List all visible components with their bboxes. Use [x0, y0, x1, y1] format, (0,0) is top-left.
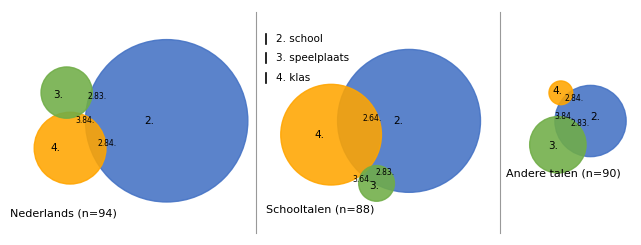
Circle shape [34, 112, 106, 184]
Text: 4.: 4. [553, 86, 563, 96]
Text: 3.64.: 3.64. [353, 175, 372, 184]
Text: 2.: 2. [145, 116, 154, 126]
Text: 3.84.: 3.84. [554, 112, 574, 121]
Text: 3. speelplaats: 3. speelplaats [276, 53, 349, 63]
Text: 3.: 3. [53, 90, 63, 100]
Text: 2.64.: 2.64. [362, 114, 381, 123]
Circle shape [359, 166, 394, 201]
Text: 2.84.: 2.84. [97, 139, 117, 148]
Text: 2.83.: 2.83. [375, 168, 394, 177]
Text: 4.: 4. [51, 143, 60, 153]
Text: 3.: 3. [549, 141, 558, 151]
Text: 3.84.: 3.84. [76, 116, 95, 125]
Circle shape [529, 117, 586, 173]
Text: 2.: 2. [590, 111, 600, 122]
Text: 2.84.: 2.84. [565, 94, 584, 103]
Text: Andere talen (⁠n=90): Andere talen (⁠n=90) [506, 168, 620, 178]
Text: Schooltalen (⁠n=88): Schooltalen (⁠n=88) [266, 204, 374, 214]
Text: 3.: 3. [369, 181, 379, 191]
Circle shape [338, 49, 481, 192]
Text: 2.83.: 2.83. [88, 92, 107, 101]
Circle shape [41, 67, 92, 118]
Text: 2.83.: 2.83. [570, 120, 590, 128]
Circle shape [549, 81, 572, 105]
Text: 4.: 4. [315, 130, 325, 140]
Circle shape [555, 86, 626, 157]
Text: 2.: 2. [394, 116, 403, 126]
Text: Nederlands (⁠n=94): Nederlands (⁠n=94) [10, 209, 117, 219]
Circle shape [281, 84, 381, 185]
Circle shape [85, 40, 248, 202]
Text: 4. klas: 4. klas [276, 73, 310, 83]
Text: 2. school: 2. school [276, 34, 323, 44]
